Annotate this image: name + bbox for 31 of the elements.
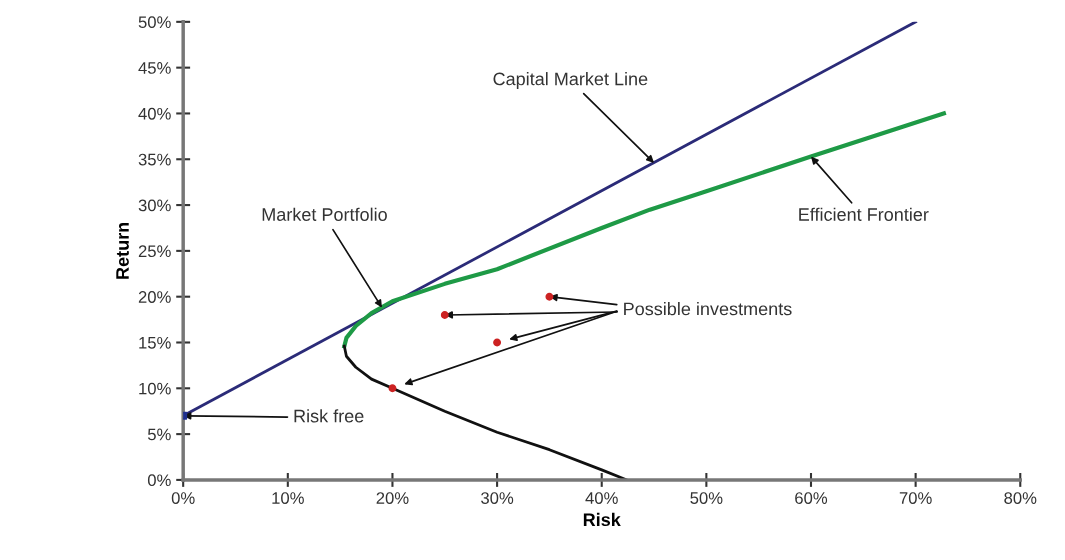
x-tick-label: 60% [795, 492, 828, 504]
point [493, 338, 502, 347]
y-tick-label: 0% [147, 474, 171, 487]
y-tick-label: 25% [138, 245, 171, 258]
x-tick-label: 30% [481, 492, 514, 504]
y-tick-label: 5% [147, 428, 171, 441]
y-tick-label: 20% [138, 291, 171, 303]
annotation: Possible investments [624, 302, 792, 316]
point [545, 292, 554, 301]
y-tick-label: 50% [138, 16, 171, 29]
annotation: Risk free [294, 409, 364, 423]
point [388, 384, 397, 393]
y-tick-label: 15% [139, 336, 171, 349]
y-tick-label: 10% [139, 382, 171, 395]
x-axis-title: Risk [583, 512, 621, 527]
x-tick-label: 20% [376, 492, 409, 504]
x-tick-label: 0% [171, 492, 195, 504]
y-tick-label: 35% [138, 153, 171, 166]
y-tick-label: 45% [138, 62, 171, 74]
annotation: Efficient Frontier [799, 207, 929, 221]
y-tick-label: 40% [138, 107, 171, 120]
annotation: Capital Market Line [493, 72, 648, 89]
y-axis-title: Return [116, 222, 129, 279]
x-tick-label: 40% [585, 492, 618, 504]
y-tick-label: 30% [138, 199, 171, 212]
x-tick-label: 70% [899, 492, 932, 504]
point [440, 311, 449, 319]
x-tick-label: 50% [690, 492, 723, 504]
x-tick-label: 80% [1004, 492, 1037, 504]
annotation: Market Portfolio [262, 207, 387, 221]
x-tick-label: 10% [272, 492, 304, 504]
